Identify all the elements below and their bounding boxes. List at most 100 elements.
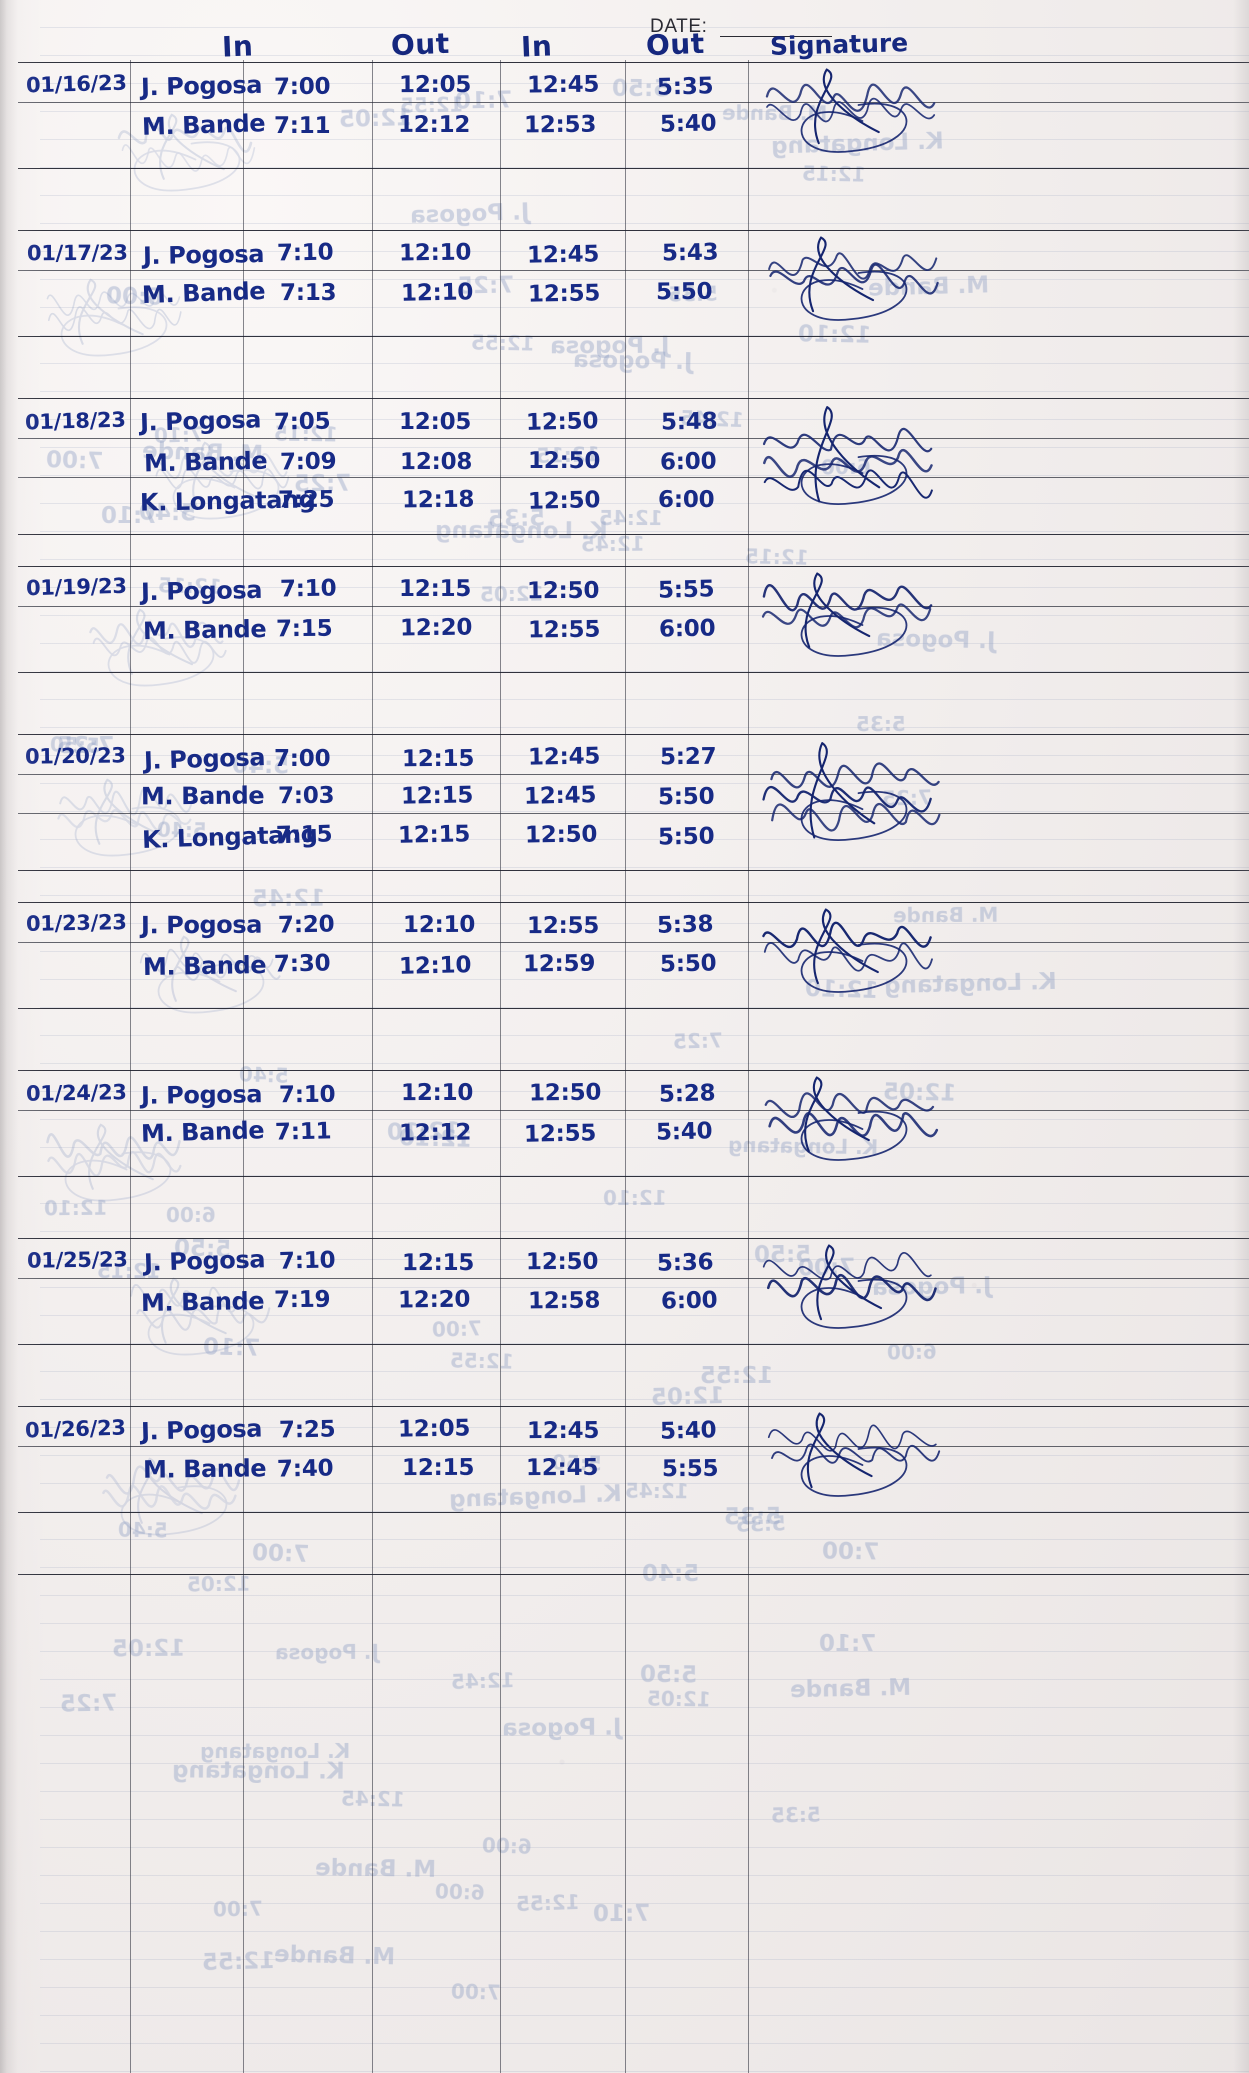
- bleed-through-text: 7:00: [251, 1540, 310, 1569]
- signature-scribble: [758, 568, 948, 660]
- cell-employee-name: J. Pogosa: [143, 239, 265, 270]
- column-divider: [130, 60, 131, 2073]
- row-rule: [18, 438, 1249, 439]
- cell-date: 01/19/23: [25, 573, 127, 601]
- block-rule: [18, 1008, 1249, 1009]
- cell-time-in-2: 12:45: [526, 71, 600, 99]
- block-rule: [18, 1512, 1249, 1513]
- column-divider: [372, 60, 373, 2073]
- cell-time-in-1: 7:11: [274, 113, 331, 140]
- block-rule: [18, 1344, 1249, 1345]
- bleed-through-text: M. Bande: [867, 272, 990, 303]
- cell-time-in-1: 7:19: [273, 1286, 331, 1314]
- cell-employee-name: M. Bande: [142, 951, 267, 982]
- cell-employee-name: J. Pogosa: [139, 405, 262, 437]
- block-rule: [18, 734, 1249, 735]
- cell-time-in-1: 7:00: [274, 746, 331, 773]
- row-rule: [18, 1110, 1249, 1111]
- cell-time-in-2: 12:50: [526, 577, 600, 605]
- cell-time-in-2: 12:55: [527, 616, 601, 644]
- cell-time-out-1: 12:10: [400, 1079, 473, 1106]
- cell-time-out-1: 12:12: [397, 111, 470, 138]
- bleed-through-text: 12:10: [804, 975, 879, 1005]
- date-blank-line: [720, 36, 832, 37]
- cell-time-in-1: 7:15: [275, 821, 333, 849]
- block-rule: [18, 672, 1249, 673]
- bleed-through-text: M. Bande: [722, 100, 828, 126]
- bleed-through-text: 12:55: [700, 1363, 774, 1390]
- bleed-through-text: 12:10: [44, 1195, 109, 1221]
- cell-employee-name: J. Pogosa: [143, 743, 266, 776]
- page-binding-shadow: [0, 0, 46, 2073]
- signature-scribble: [758, 1072, 948, 1164]
- bleed-through-text: M. Bande: [790, 1674, 912, 1703]
- bleed-through-text: J. Pogosa: [274, 1640, 379, 1665]
- bleed-through-text: K. Longatang: [171, 1757, 345, 1785]
- cell-date: 01/26/23: [24, 1414, 127, 1443]
- bleed-through-text: 5:50: [639, 1661, 698, 1689]
- block-rule: [18, 870, 1249, 871]
- header-in-1: In: [221, 29, 254, 64]
- cell-employee-name: J. Pogosa: [140, 70, 263, 102]
- bleed-through-text: 6:00: [820, 454, 871, 480]
- cell-employee-name: J. Pogosa: [141, 1414, 263, 1446]
- cell-time-out-2: 5:40: [659, 110, 717, 139]
- page-right-edge: [1233, 0, 1249, 2073]
- cell-time-out-1: 12:15: [397, 821, 471, 850]
- cell-time-in-2: 12:50: [525, 407, 599, 436]
- bleed-through-text: 6:00: [166, 1203, 216, 1228]
- cell-employee-name: M. Bande: [141, 1116, 266, 1149]
- bleed-through-text: 12:55: [201, 1947, 276, 1976]
- row-rule: [18, 1446, 1249, 1447]
- bleed-through-text: 12:55: [449, 1348, 514, 1375]
- bleed-through-text: 12:05: [111, 1636, 186, 1663]
- bleed-through-text: 7:00: [431, 1316, 483, 1342]
- bleed-through-text: 12:15: [801, 161, 867, 187]
- cell-time-out-1: 12:15: [402, 1249, 475, 1276]
- cell-time-out-2: 5:40: [656, 1118, 714, 1146]
- bleed-through-text: 7:10: [819, 1631, 877, 1658]
- bleed-through-text: K. Longatang: [434, 518, 608, 545]
- cell-time-in-2: 12:50: [528, 1079, 602, 1107]
- cell-employee-name: M. Bande: [143, 1454, 267, 1484]
- header-in-2: In: [520, 29, 553, 64]
- row-rule: [18, 1278, 1249, 1279]
- bleed-through-text: K. Longatang: [448, 1480, 623, 1513]
- signature-scribble: [758, 736, 948, 854]
- cell-time-out-1: 12:15: [398, 575, 472, 603]
- bleed-through-text: 7:25: [672, 1028, 724, 1054]
- cell-time-out-1: 12:12: [398, 1119, 472, 1147]
- row-rule: [18, 774, 1249, 775]
- cell-time-out-1: 12:05: [399, 72, 472, 99]
- cell-time-out-2: 5:36: [656, 1248, 714, 1277]
- cell-time-out-1: 12:05: [399, 409, 472, 436]
- cell-time-out-2: 5:48: [661, 409, 719, 436]
- cell-date: 01/20/23: [25, 743, 127, 769]
- printed-date-label: DATE:: [650, 16, 708, 37]
- bleed-through-text: K. Longatang: [200, 1738, 351, 1763]
- block-rule: [18, 1176, 1249, 1177]
- cell-time-out-1: 12:20: [400, 614, 473, 642]
- signature-scribble: [758, 1240, 948, 1332]
- bleed-through-text: J. Pogosa: [409, 199, 530, 229]
- block-rule: [18, 336, 1249, 337]
- cell-time-in-2: 12:55: [523, 1119, 597, 1148]
- cell-date: 01/25/23: [26, 1246, 128, 1273]
- bleed-through-text: 5:40: [118, 1517, 169, 1543]
- cell-employee-name: M. Bande: [141, 781, 265, 811]
- cell-time-out-2: 5:28: [658, 1079, 716, 1108]
- bleed-through-text: K. Longatang: [770, 128, 944, 160]
- signature-scribble: [758, 1408, 948, 1500]
- cell-time-in-2: 12:59: [522, 950, 596, 978]
- cell-time-out-2: 5:50: [657, 783, 715, 811]
- bleed-through-text: 12:45: [581, 531, 646, 557]
- bleed-through-text: 5:35: [735, 1511, 786, 1537]
- cell-time-out-2: 5:50: [656, 278, 713, 306]
- bleed-through-text: 7:25: [59, 1690, 118, 1718]
- cell-employee-name: M. Bande: [141, 109, 266, 141]
- cell-time-out-2: 5:55: [657, 576, 715, 604]
- cell-time-out-2: 6:00: [658, 615, 716, 643]
- cell-time-in-2: 12:53: [523, 111, 597, 139]
- cell-time-in-1: 7:11: [274, 1118, 332, 1146]
- cell-time-out-1: 12:18: [401, 486, 475, 514]
